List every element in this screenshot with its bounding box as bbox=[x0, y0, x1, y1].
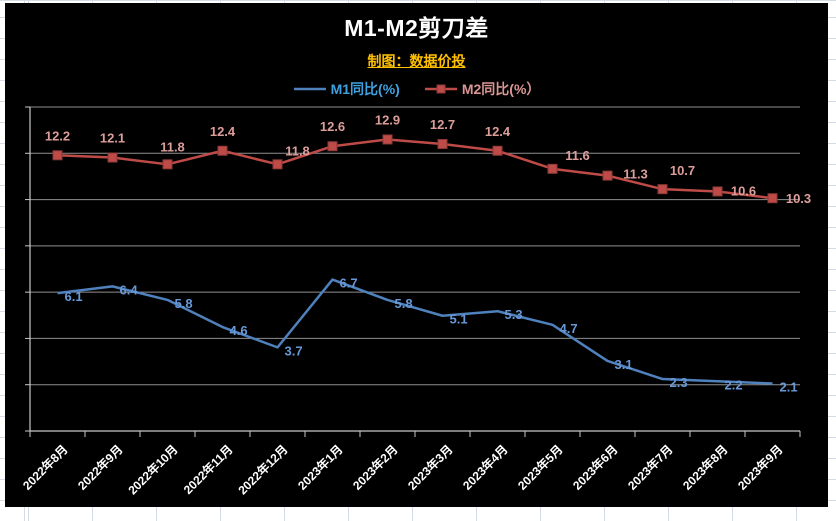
m2-data-label: 12.9 bbox=[375, 112, 400, 127]
x-axis-label: 2023年1月 bbox=[294, 442, 345, 493]
chart-title: M1-M2剪刀差 bbox=[344, 15, 489, 41]
x-axis-label: 2022年8月 bbox=[19, 442, 70, 493]
chart-subtitle: 制图：数据价投 bbox=[367, 53, 466, 69]
m2-data-label: 12.4 bbox=[210, 124, 236, 139]
m1-data-label: 3.7 bbox=[285, 343, 303, 358]
m2-marker bbox=[217, 145, 228, 156]
m2-marker bbox=[162, 159, 173, 170]
x-axis-label: 2023年9月 bbox=[734, 442, 785, 493]
x-axis-label: 2022年10月 bbox=[125, 442, 181, 498]
m2-marker bbox=[272, 159, 283, 170]
m2-marker bbox=[52, 150, 63, 161]
m2-marker bbox=[437, 138, 448, 149]
m2-data-label: 12.7 bbox=[430, 117, 455, 132]
legend-label-m2: M2同比(%） bbox=[461, 81, 541, 97]
m1-data-label: 5.3 bbox=[505, 307, 523, 322]
m1-data-label: 6.1 bbox=[65, 289, 83, 304]
m2-data-label: 12.4 bbox=[485, 124, 511, 139]
m2-marker bbox=[657, 184, 668, 195]
m2-data-label: 11.8 bbox=[160, 139, 185, 154]
x-axis-label: 2022年11月 bbox=[180, 442, 235, 497]
legend-label-m1: M1同比(%) bbox=[330, 81, 400, 97]
x-axis-label: 2023年8月 bbox=[679, 442, 730, 493]
m2-data-label: 12.1 bbox=[100, 131, 125, 146]
m2-data-label: 12.6 bbox=[320, 119, 345, 134]
m2-data-label: 10.6 bbox=[731, 183, 756, 198]
m2-data-label: 10.7 bbox=[670, 163, 695, 178]
m2-line-square-swatch-icon bbox=[424, 84, 457, 94]
x-axis-label: 2023年5月 bbox=[514, 442, 565, 493]
m2-marker bbox=[547, 163, 558, 174]
m1-data-label: 2.3 bbox=[670, 375, 688, 390]
m2-data-label: 10.3 bbox=[786, 191, 811, 206]
x-axis-label: 2022年9月 bbox=[74, 442, 125, 493]
legend: M1同比(%) M2同比(%） bbox=[5, 79, 828, 99]
m1-data-label: 5.8 bbox=[175, 296, 193, 311]
m2-marker bbox=[767, 193, 778, 204]
m2-data-label: 11.8 bbox=[285, 143, 310, 158]
chart-area[interactable]: M1-M2剪刀差 制图：数据价投 M1同比(%) M2同比(%） 2022年8月… bbox=[5, 3, 828, 507]
m2-data-label: 11.3 bbox=[623, 167, 648, 182]
m2-data-label: 12.2 bbox=[45, 128, 70, 143]
m2-line bbox=[57, 138, 773, 200]
x-axis-label: 2023年2月 bbox=[349, 442, 400, 493]
m1-data-label: 3.1 bbox=[615, 357, 633, 372]
legend-item-m2[interactable]: M2同比(%） bbox=[424, 79, 541, 99]
x-axis-label: 2023年6月 bbox=[569, 442, 620, 493]
m1-data-label: 4.6 bbox=[230, 323, 248, 338]
x-axis-label: 2023年7月 bbox=[624, 442, 675, 493]
m1-line-swatch-icon bbox=[293, 87, 326, 91]
x-axis-label: 2023年3月 bbox=[404, 442, 455, 493]
m1-data-label: 6.4 bbox=[120, 282, 139, 297]
m1-data-label: 5.8 bbox=[395, 296, 413, 311]
legend-item-m1[interactable]: M1同比(%) bbox=[293, 79, 400, 99]
plot-area: 2022年8月 2022年9月 2022年10月 2022年11月 2022年12月 20… bbox=[19, 106, 811, 498]
m1-line bbox=[57, 278, 773, 385]
x-axis-label: 2023年4月 bbox=[459, 442, 510, 493]
m2-marker bbox=[382, 134, 393, 145]
m2-marker bbox=[107, 152, 118, 163]
m1-data-label: 2.2 bbox=[725, 377, 743, 392]
m2-marker bbox=[327, 141, 338, 152]
x-axis-label: 2022年12月 bbox=[235, 442, 291, 498]
m2-marker bbox=[712, 186, 723, 197]
m1-data-label: 2.1 bbox=[780, 380, 798, 395]
m1-data-label: 4.7 bbox=[560, 321, 578, 336]
m2-data-label: 11.6 bbox=[565, 148, 590, 163]
m2-marker bbox=[602, 170, 613, 181]
m1-data-label: 5.1 bbox=[450, 312, 468, 327]
m2-marker bbox=[492, 145, 503, 156]
m1-data-label: 6.7 bbox=[340, 276, 358, 291]
